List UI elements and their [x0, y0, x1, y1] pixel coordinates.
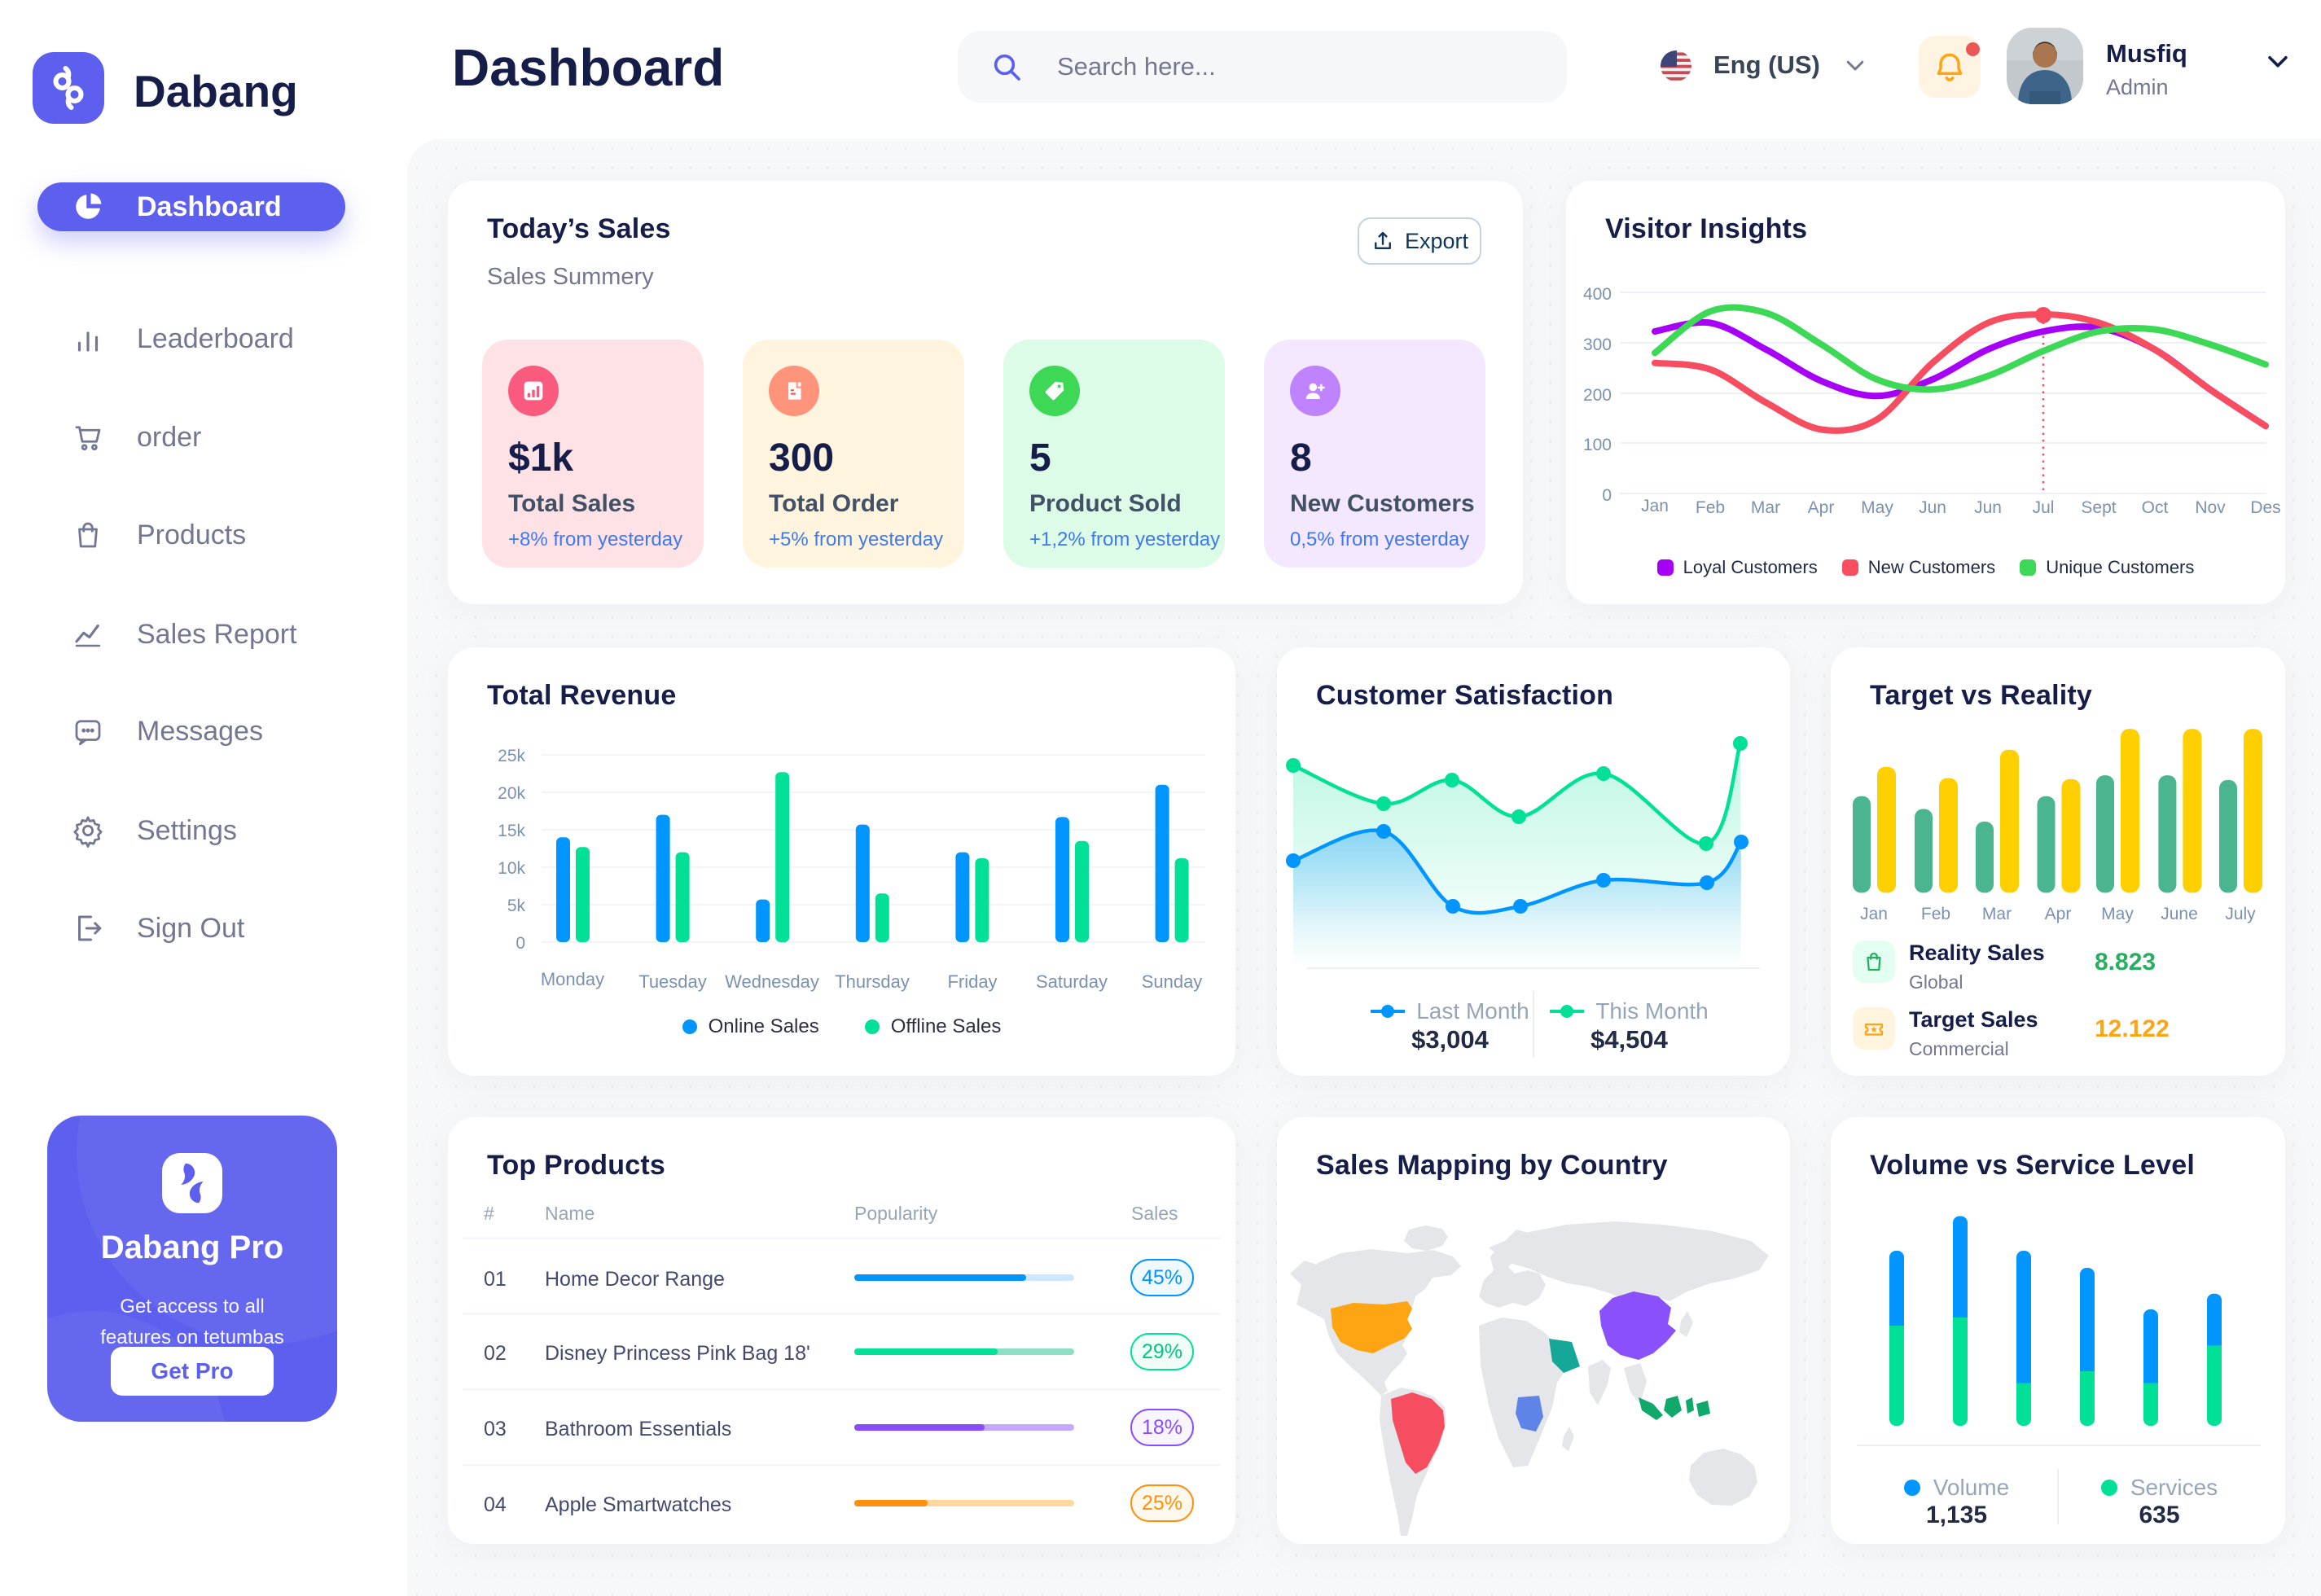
svg-text:Bathroom Essentials: Bathroom Essentials — [545, 1418, 731, 1440]
svg-text:29%: 29% — [1142, 1340, 1182, 1363]
svg-text:Tuesday: Tuesday — [638, 971, 707, 992]
svg-text:Sept: Sept — [2081, 498, 2116, 517]
svg-text:Jan: Jan — [1641, 497, 1669, 515]
svg-text:Apple Smartwatches: Apple Smartwatches — [545, 1493, 731, 1516]
svg-text:July: July — [2225, 905, 2256, 923]
svg-text:04: 04 — [484, 1493, 507, 1516]
svg-text:Thursday: Thursday — [835, 971, 910, 992]
svg-text:Mar: Mar — [1751, 498, 1780, 517]
svg-text:Apr: Apr — [2045, 905, 2072, 923]
svg-text:5k: 5k — [507, 897, 526, 915]
svg-text:25k: 25k — [498, 747, 525, 765]
svg-text:10k: 10k — [498, 859, 525, 878]
svg-text:0: 0 — [516, 934, 525, 953]
svg-text:45%: 45% — [1142, 1266, 1182, 1289]
svg-text:Jun: Jun — [1974, 498, 2002, 517]
svg-text:25%: 25% — [1142, 1492, 1182, 1515]
svg-text:0: 0 — [1602, 486, 1612, 505]
svg-text:15k: 15k — [498, 822, 525, 840]
svg-text:Oct: Oct — [2142, 498, 2169, 517]
svg-text:Feb: Feb — [1921, 905, 1950, 923]
svg-text:Friday: Friday — [947, 971, 997, 992]
svg-text:Home Decor Range: Home Decor Range — [545, 1268, 725, 1291]
svg-text:02: 02 — [484, 1342, 507, 1365]
svg-text:Wednesday: Wednesday — [725, 971, 819, 992]
svg-text:Apr: Apr — [1808, 498, 1835, 517]
svg-text:18%: 18% — [1142, 1416, 1182, 1439]
svg-text:400: 400 — [1583, 285, 1612, 304]
svg-text:Monday: Monday — [541, 969, 604, 989]
svg-text:Mar: Mar — [1982, 905, 2012, 923]
svg-text:20k: 20k — [498, 784, 525, 803]
svg-text:01: 01 — [484, 1268, 507, 1291]
svg-text:Jun: Jun — [1919, 498, 1946, 517]
svg-text:Saturday: Saturday — [1036, 971, 1108, 992]
svg-text:Des: Des — [2250, 498, 2280, 517]
svg-text:100: 100 — [1583, 436, 1612, 454]
svg-text:Nov: Nov — [2195, 498, 2226, 517]
svg-text:Disney Princess Pink Bag 18': Disney Princess Pink Bag 18' — [545, 1342, 810, 1365]
svg-text:Jul: Jul — [2033, 498, 2055, 517]
svg-text:200: 200 — [1583, 386, 1612, 405]
svg-text:300: 300 — [1583, 335, 1612, 354]
svg-text:June: June — [2161, 905, 2198, 923]
svg-text:03: 03 — [484, 1418, 507, 1440]
svg-text:Feb: Feb — [1696, 498, 1725, 517]
svg-text:Jan: Jan — [1860, 905, 1888, 923]
svg-text:May: May — [1861, 498, 1893, 517]
svg-text:Sunday: Sunday — [1142, 971, 1203, 992]
svg-text:May: May — [2101, 905, 2134, 923]
